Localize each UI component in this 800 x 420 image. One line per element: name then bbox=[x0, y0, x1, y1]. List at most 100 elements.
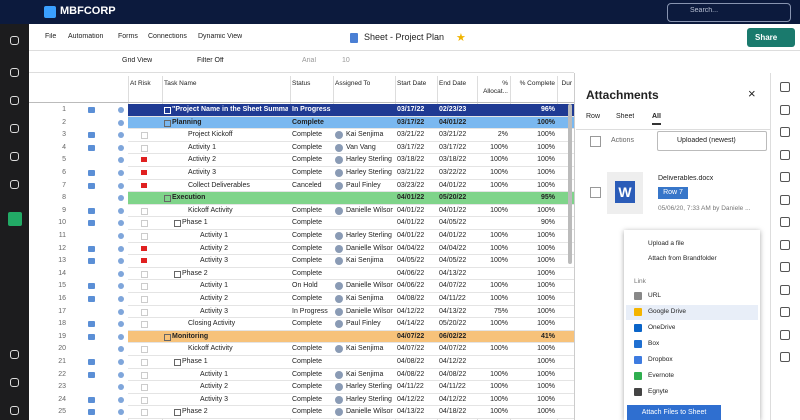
cell-task: Project Kickoff bbox=[188, 131, 233, 139]
file-name[interactable]: Deliverables.docx bbox=[658, 175, 714, 182]
avatar bbox=[335, 408, 343, 417]
menu-item[interactable]: Dynamic View bbox=[198, 33, 243, 40]
cell-end: 04/13/22 bbox=[439, 269, 467, 277]
menu-item[interactable]: Forms bbox=[118, 33, 138, 40]
strip-icon[interactable] bbox=[780, 194, 790, 205]
sidebar-icon[interactable] bbox=[10, 36, 19, 45]
cell-assigned: Danielle Wilson bbox=[346, 206, 393, 214]
cell-status: Complete bbox=[292, 118, 324, 126]
link-item[interactable]: OneDrive bbox=[648, 324, 676, 331]
expander[interactable] bbox=[174, 220, 181, 228]
risk-flag-empty[interactable] bbox=[141, 384, 148, 392]
risk-flag-empty[interactable] bbox=[141, 296, 148, 303]
link-item[interactable]: Box bbox=[648, 340, 660, 347]
strip-icon[interactable] bbox=[780, 307, 790, 317]
risk-flag-empty[interactable] bbox=[141, 233, 148, 240]
link-item[interactable]: Dropbox bbox=[648, 356, 673, 363]
risk-flag-empty[interactable] bbox=[141, 308, 148, 316]
cell-start: 04/01/22 bbox=[397, 219, 425, 227]
strip-icon[interactable] bbox=[780, 284, 790, 295]
risk-flag-empty[interactable] bbox=[141, 396, 148, 404]
cell-task: Activity 3 bbox=[188, 169, 217, 176]
strip-icon[interactable] bbox=[780, 127, 790, 137]
cell-alloc: 100% bbox=[490, 383, 508, 391]
actions[interactable]: Actions bbox=[611, 137, 634, 144]
checkbox[interactable] bbox=[590, 136, 601, 147]
risk-flag[interactable] bbox=[141, 182, 147, 188]
expander[interactable] bbox=[164, 333, 171, 341]
strip-icon[interactable] bbox=[780, 329, 790, 340]
expander[interactable] bbox=[174, 270, 181, 278]
risk-flag[interactable] bbox=[141, 258, 147, 264]
risk-flag[interactable] bbox=[141, 245, 147, 251]
strip-icon[interactable] bbox=[780, 352, 790, 362]
link-item[interactable]: Egnyte bbox=[648, 388, 669, 395]
size-select[interactable]: 10 bbox=[342, 57, 350, 64]
expander[interactable] bbox=[164, 195, 171, 203]
row-bg bbox=[128, 330, 574, 344]
expander[interactable] bbox=[164, 119, 171, 127]
link-item[interactable]: Google Drive bbox=[648, 308, 686, 315]
sidebar-icon[interactable] bbox=[10, 378, 19, 387]
attach-button[interactable]: Attach Files to Sheet bbox=[627, 405, 721, 420]
expander[interactable] bbox=[174, 359, 181, 366]
link-item[interactable]: Evernote bbox=[648, 372, 675, 379]
strip-icon[interactable] bbox=[780, 239, 790, 250]
menu-item[interactable]: Connections bbox=[148, 33, 187, 40]
cell-task: Collect Deliverables bbox=[188, 181, 250, 189]
risk-flag-empty[interactable] bbox=[141, 132, 148, 140]
cell-end: 04/01/22 bbox=[439, 181, 467, 189]
sidebar-icon[interactable] bbox=[10, 124, 19, 133]
star[interactable]: ★ bbox=[456, 32, 466, 44]
risk-flag-empty[interactable] bbox=[141, 270, 148, 278]
cell-complete: 100% bbox=[537, 295, 555, 302]
column-header: End Date bbox=[439, 80, 467, 87]
sidebar-icon[interactable] bbox=[10, 180, 19, 189]
strip-icon[interactable] bbox=[780, 149, 790, 160]
tab[interactable]: All bbox=[652, 113, 661, 125]
filter[interactable]: Filter Off bbox=[197, 57, 224, 64]
sidebar-icon[interactable] bbox=[10, 152, 19, 161]
risk-flag-empty[interactable] bbox=[141, 346, 148, 354]
link-item[interactable]: URL bbox=[648, 292, 662, 299]
risk-flag[interactable] bbox=[141, 157, 147, 163]
sidebar-icon[interactable] bbox=[10, 350, 19, 359]
row-number: 10 bbox=[58, 219, 66, 227]
sidebar-icon[interactable] bbox=[10, 406, 19, 415]
sidebar-icon[interactable] bbox=[10, 96, 19, 105]
risk-flag-empty[interactable] bbox=[141, 359, 148, 366]
share-button[interactable] bbox=[747, 28, 795, 47]
upload-item[interactable]: Upload a file bbox=[648, 240, 685, 247]
risk-flag-empty[interactable] bbox=[141, 283, 148, 291]
strip-icon[interactable] bbox=[780, 262, 790, 272]
close[interactable]: × bbox=[748, 86, 756, 101]
view-select[interactable]: Grid View bbox=[122, 57, 153, 64]
risk-flag-empty[interactable] bbox=[141, 220, 148, 228]
search-box[interactable] bbox=[667, 3, 791, 22]
risk-flag-empty[interactable] bbox=[141, 409, 148, 417]
strip-icon[interactable] bbox=[780, 82, 790, 92]
risk-flag-empty[interactable] bbox=[141, 144, 148, 152]
strip-icon[interactable] bbox=[780, 104, 790, 115]
expander[interactable] bbox=[174, 409, 181, 417]
sort-select[interactable] bbox=[657, 131, 767, 151]
strip-icon[interactable] bbox=[780, 172, 790, 182]
risk-flag-empty[interactable] bbox=[141, 207, 148, 215]
checkbox[interactable] bbox=[590, 187, 601, 198]
sidebar-icon[interactable] bbox=[10, 68, 19, 77]
tab[interactable]: Sheet bbox=[616, 113, 635, 120]
cell-end: 04/05/22 bbox=[439, 219, 467, 227]
row-badge[interactable]: Row 7 bbox=[658, 187, 688, 199]
risk-flag-empty[interactable] bbox=[141, 371, 148, 379]
menu-item[interactable]: File bbox=[45, 33, 57, 40]
risk-flag[interactable] bbox=[141, 170, 147, 175]
expander[interactable] bbox=[164, 107, 171, 114]
font-select[interactable]: Arial bbox=[302, 57, 317, 64]
risk-flag-empty[interactable] bbox=[141, 321, 148, 329]
upload-item[interactable]: Attach from Brandfolder bbox=[648, 255, 717, 262]
sidebar-active[interactable] bbox=[8, 212, 22, 226]
tab[interactable]: Row bbox=[586, 113, 601, 120]
strip-icon[interactable] bbox=[780, 217, 790, 227]
cell-complete: 100% bbox=[537, 320, 555, 328]
menu-item[interactable]: Automation bbox=[68, 33, 104, 40]
